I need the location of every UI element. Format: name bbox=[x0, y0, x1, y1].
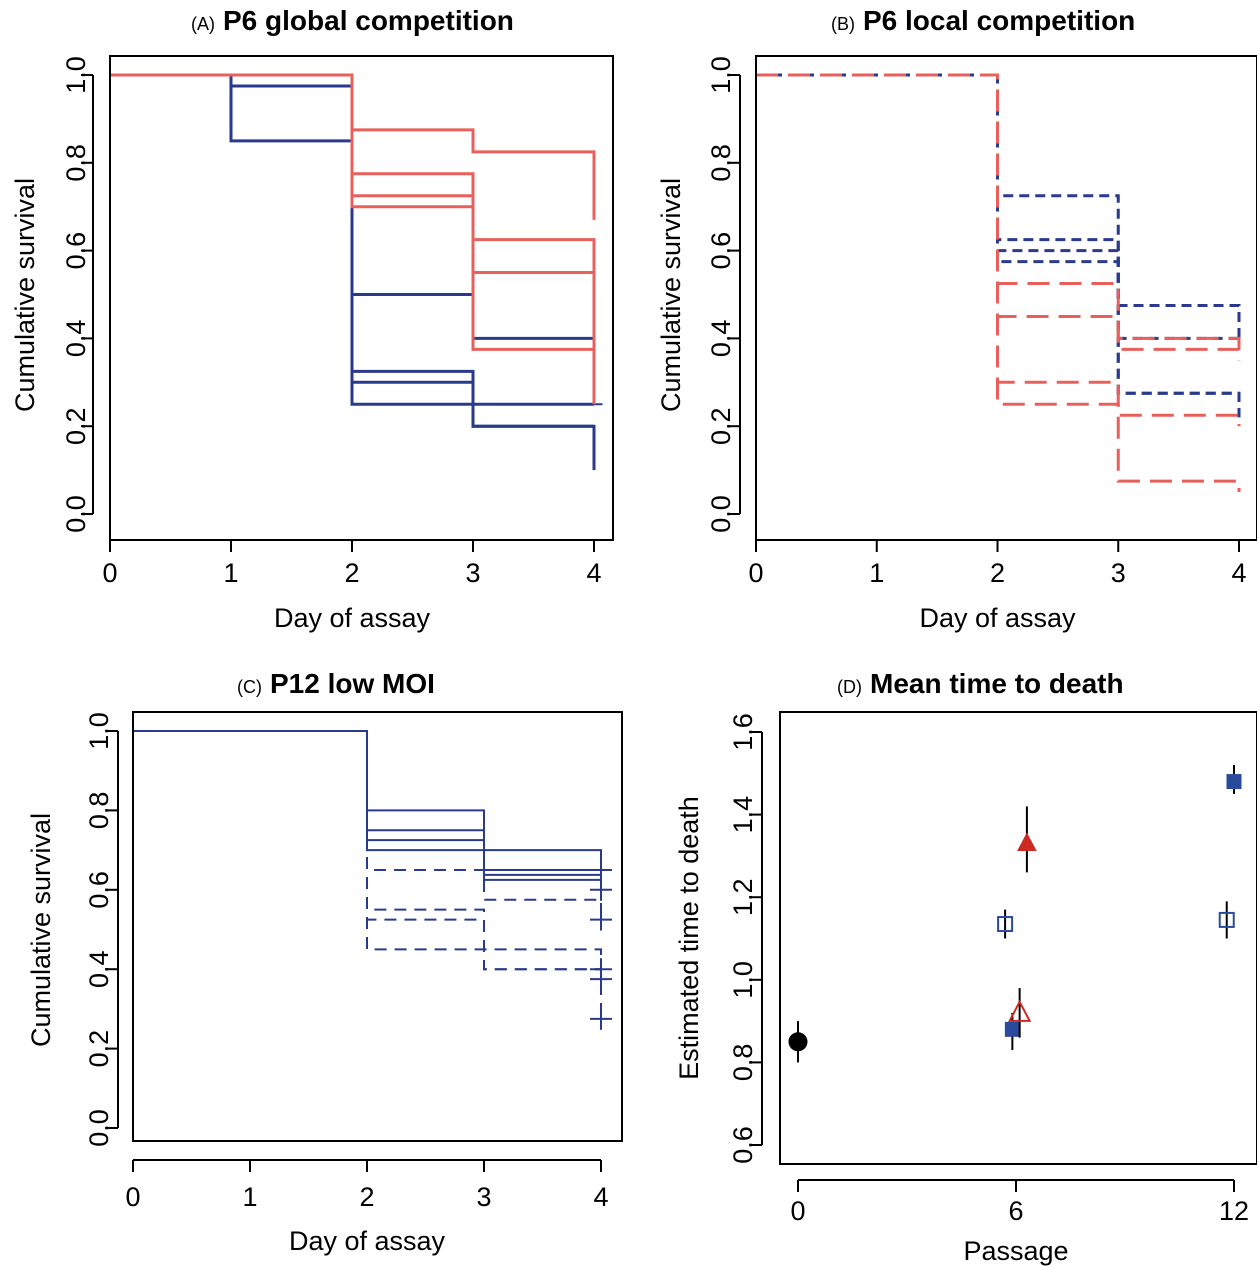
y-tick-label: 0.2 bbox=[84, 1030, 114, 1068]
panel-a: (A) P6 global competition 0.0 0.2 0.4 0.6 0.8 1… bbox=[10, 5, 614, 633]
x-tick-label: 1 bbox=[242, 1182, 257, 1212]
x-axis-label: Passage bbox=[963, 1236, 1068, 1266]
y-tick-label: 0.4 bbox=[61, 320, 91, 358]
survival-curve-blue-4 bbox=[134, 730, 601, 881]
panel-letter: (B) bbox=[831, 14, 855, 34]
y-axis: 0.0 0.2 0.4 0.6 0.8 1.0 bbox=[84, 712, 119, 1147]
panel-title: Mean time to death bbox=[870, 668, 1124, 699]
y-tick-label: 1.2 bbox=[728, 878, 758, 916]
panel-title: P6 local competition bbox=[863, 5, 1135, 36]
y-axis-label: Cumulative survival bbox=[26, 813, 56, 1047]
plot-area bbox=[134, 730, 612, 1030]
y-tick-label: 1.0 bbox=[728, 961, 758, 999]
x-axis: 0 6 12 bbox=[790, 1179, 1249, 1226]
x-tick-label: 0 bbox=[125, 1182, 140, 1212]
y-tick-label: 0.6 bbox=[706, 232, 736, 270]
data-point-square-filled bbox=[1004, 1021, 1020, 1037]
survival-curve-red-8 bbox=[757, 73, 1241, 493]
x-axis-label: Day of assay bbox=[289, 1226, 446, 1256]
survival-curve-red-6 bbox=[757, 73, 1239, 351]
plot-frame bbox=[755, 55, 1257, 541]
y-axis-label: Cumulative survival bbox=[656, 178, 686, 412]
x-axis: 0 1 2 3 4 bbox=[125, 1159, 609, 1212]
plot-area bbox=[111, 73, 603, 471]
y-tick-label: 1.0 bbox=[84, 712, 114, 750]
x-tick-label: 3 bbox=[465, 558, 480, 588]
survival-curve-blue-8 bbox=[134, 730, 602, 1019]
data-point-circle bbox=[788, 1032, 808, 1052]
y-tick-label: 0.4 bbox=[706, 320, 736, 358]
x-tick-label: 12 bbox=[1219, 1196, 1249, 1226]
x-tick-label: 3 bbox=[1111, 558, 1126, 588]
survival-curve-blue-6 bbox=[134, 730, 602, 970]
y-tick-label: 0.6 bbox=[728, 1126, 758, 1164]
x-tick-label: 2 bbox=[990, 558, 1005, 588]
x-tick-label: 2 bbox=[359, 1182, 374, 1212]
y-tick-label: 0.8 bbox=[84, 792, 114, 830]
x-axis-label: Day of assay bbox=[274, 603, 431, 633]
x-tick-label: 4 bbox=[593, 1182, 608, 1212]
x-axis: 0 1 2 3 4 bbox=[748, 539, 1247, 588]
y-tick-label: 1.0 bbox=[706, 56, 736, 94]
survival-curve-red-8 bbox=[111, 73, 594, 351]
x-axis-label: Day of assay bbox=[919, 603, 1076, 633]
data-point-triangle-open bbox=[1007, 999, 1032, 1022]
x-tick-label: 2 bbox=[344, 558, 359, 588]
y-tick-label: 0.0 bbox=[706, 495, 736, 533]
y-tick-label: 0.8 bbox=[728, 1044, 758, 1082]
survival-curve-blue-5 bbox=[134, 730, 602, 920]
y-tick-label: 1.6 bbox=[728, 713, 758, 751]
plot-frame bbox=[132, 711, 623, 1142]
x-tick-label: 6 bbox=[1008, 1196, 1023, 1226]
y-axis: 0.0 0.2 0.4 0.6 0.8 1.0 bbox=[706, 56, 741, 533]
y-axis-label: Cumulative survival bbox=[10, 178, 40, 412]
plot-area bbox=[757, 73, 1241, 493]
plot-frame bbox=[779, 711, 1257, 1165]
y-tick-label: 0.2 bbox=[706, 407, 736, 445]
plot-area bbox=[788, 765, 1242, 1063]
panel-letter: (C) bbox=[237, 677, 262, 697]
y-axis: 0.0 0.2 0.4 0.6 0.8 1.0 bbox=[61, 56, 94, 533]
panel-letter: (D) bbox=[837, 677, 862, 697]
x-tick-label: 0 bbox=[790, 1196, 805, 1226]
x-tick-label: 4 bbox=[1231, 558, 1246, 588]
y-tick-label: 1.4 bbox=[728, 796, 758, 834]
y-axis: 0.6 0.8 1.0 1.2 1.4 1.6 bbox=[728, 713, 763, 1164]
x-tick-label: 1 bbox=[869, 558, 884, 588]
y-tick-label: 0.0 bbox=[61, 495, 91, 533]
y-axis-label: Estimated time to death bbox=[674, 796, 704, 1080]
x-tick-label: 1 bbox=[223, 558, 238, 588]
x-tick-label: 3 bbox=[476, 1182, 491, 1212]
panel-c: (C) P12 low MOI 0.0 0.2 0.4 0.6 0.8 1.0 0 1 2 3 4 Day… bbox=[26, 668, 623, 1256]
y-tick-label: 0.2 bbox=[61, 407, 91, 445]
panel-title: P6 global competition bbox=[223, 5, 514, 36]
x-tick-label: 4 bbox=[586, 558, 601, 588]
y-tick-label: 0.8 bbox=[706, 144, 736, 182]
data-point-square-open bbox=[1218, 911, 1235, 928]
y-tick-label: 0.6 bbox=[61, 232, 91, 270]
x-tick-label: 0 bbox=[102, 558, 117, 588]
panel-b: (B) P6 local competition 0.0 0.2 0.4 0.6 0.8 1.… bbox=[656, 5, 1257, 633]
y-tick-label: 0.6 bbox=[84, 871, 114, 909]
panel-d: (D) Mean time to death0.60.81.01.21.41.60… bbox=[674, 668, 1257, 1266]
x-axis: 0 1 2 3 4 bbox=[102, 539, 602, 588]
y-tick-label: 0.0 bbox=[84, 1109, 114, 1147]
panel-title: P12 low MOI bbox=[270, 668, 435, 699]
y-tick-label: 0.8 bbox=[61, 144, 91, 182]
data-point-square-filled bbox=[1226, 774, 1242, 790]
data-point-square-open bbox=[997, 916, 1014, 933]
data-point-triangle-filled bbox=[1017, 832, 1037, 852]
panel-letter: (A) bbox=[191, 14, 215, 34]
y-tick-label: 1.0 bbox=[61, 56, 91, 94]
y-tick-label: 0.4 bbox=[84, 950, 114, 988]
x-tick-label: 0 bbox=[748, 558, 763, 588]
